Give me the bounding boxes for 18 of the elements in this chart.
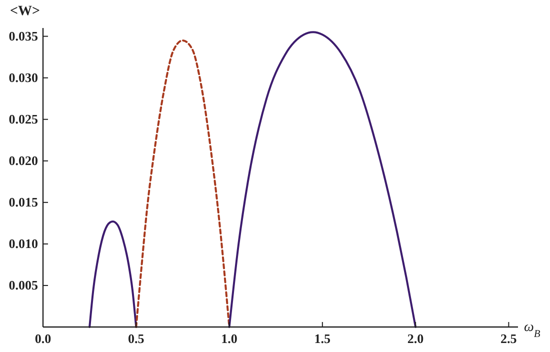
line-series [228,31,417,328]
y-tick-label: 0.005 [8,277,38,292]
x-tick-label: 1.0 [221,331,238,346]
line-series [135,39,230,328]
y-tick-label: 0.020 [8,152,38,168]
y-tick-label: 0.030 [8,70,38,85]
x-tick-label: 2.5 [500,331,518,346]
y-tick-label: 0.010 [8,236,38,251]
y-tick-label: 0.015 [8,194,38,210]
x-tick-label: 2.0 [407,331,424,346]
x-tick-label: 0.5 [128,331,145,346]
line-series [88,220,138,328]
y-axis-title: <W> [10,4,40,19]
y-tick-label: 0.025 [8,111,38,126]
y-tick-label: 0.035 [8,28,38,44]
x-tick-label: 0.0 [34,331,52,346]
x-axis-title: ω$_{B}$ [524,320,541,340]
x-tick-label: 1.5 [314,331,332,346]
